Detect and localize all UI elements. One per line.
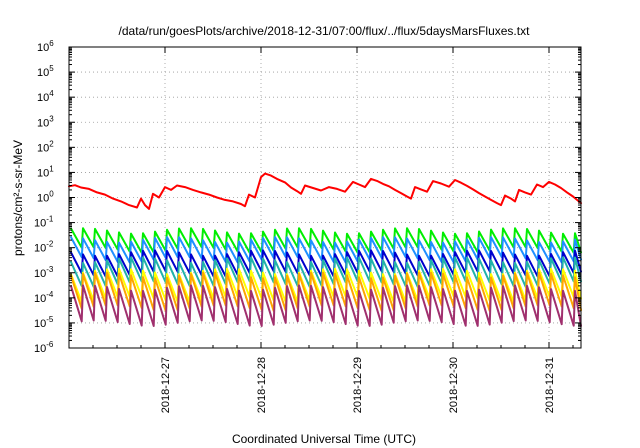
- chart-title: /data/run/goesPlots/archive/2018-12-31/0…: [119, 24, 531, 38]
- y-tick-label: 102: [37, 139, 54, 154]
- y-axis: 10-6 10-5 10-4 10-3 10-2 10-1 100 101 102 103 104 1…: [34, 39, 581, 355]
- series-line: [70, 256, 582, 288]
- x-tick-label: 2018-12-30: [448, 357, 460, 413]
- series-line: [70, 271, 582, 312]
- series-line: [70, 267, 582, 304]
- y-tick-label: 10-1: [34, 215, 54, 230]
- y-tick-label: 10-4: [34, 290, 54, 305]
- x-axis: 2018-12-27 2018-12-28 2018-12-29 2018-12-30…: [68, 47, 574, 413]
- y-tick-label: 105: [37, 64, 54, 79]
- series-line: [70, 236, 582, 264]
- series-layer: [68, 172, 582, 327]
- x-tick-label: 2018-12-28: [256, 357, 268, 413]
- series-line: [70, 227, 582, 254]
- y-tick-label: 10-2: [34, 240, 54, 255]
- series-line: [70, 249, 582, 278]
- y-tick-label: 106: [37, 39, 54, 54]
- y-tick-label: 100: [37, 190, 54, 205]
- x-tick-label: 2018-12-31: [544, 357, 556, 413]
- y-tick-label: 10-5: [34, 315, 54, 330]
- y-axis-label: protons/cm²-s-sr-MeV: [11, 140, 25, 256]
- x-axis-label: Coordinated Universal Time (UTC): [232, 432, 416, 446]
- x-tick-label: 2018-12-27: [160, 357, 172, 413]
- series-line: [70, 284, 582, 327]
- y-tick-label: 10-6: [34, 340, 54, 355]
- x-tick-label: 2018-12-29: [352, 357, 364, 413]
- y-tick-label: 101: [37, 164, 54, 179]
- y-tick-label: 103: [37, 114, 54, 129]
- y-tick-label: 104: [37, 89, 54, 104]
- series-line: [68, 172, 582, 210]
- y-tick-label: 10-3: [34, 265, 54, 280]
